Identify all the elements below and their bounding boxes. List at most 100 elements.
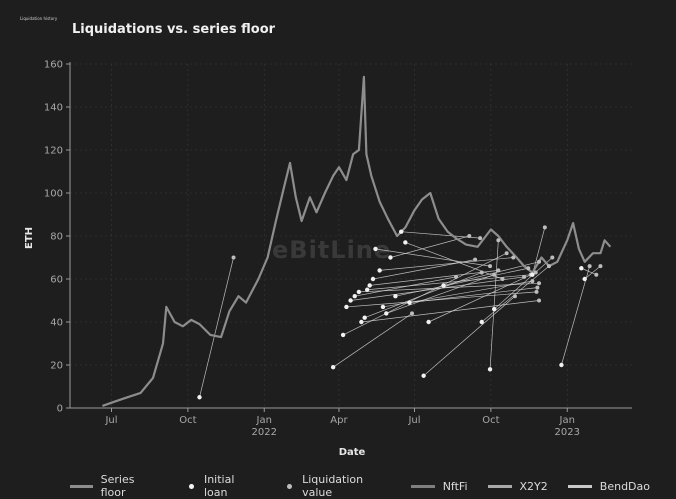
- legend-line-swatch: [487, 484, 512, 488]
- liquidation-connector: [199, 257, 234, 398]
- initial-loan-point: [530, 272, 535, 277]
- liquidation-connector: [342, 252, 507, 336]
- liquidation-connector: [405, 242, 503, 280]
- x-tick-label: Oct: [179, 415, 196, 426]
- initial-loan-point: [370, 276, 376, 282]
- y-tick-label: 140: [44, 103, 63, 114]
- legend-label: NftFi: [442, 479, 468, 493]
- initial-loan-point: [367, 283, 372, 288]
- y-axis-label: ETH: [24, 227, 35, 249]
- initial-loan-point: [579, 266, 584, 271]
- liquidation-value-point: [504, 251, 509, 256]
- y-tick-label: 100: [44, 189, 63, 200]
- legend-item-series-floor: Series floor: [70, 473, 159, 499]
- liquidation-connector: [532, 227, 546, 275]
- initial-loan-point: [197, 395, 202, 400]
- legend-label: Series floor: [100, 473, 135, 499]
- liquidation-connector: [584, 265, 601, 280]
- x-tick-sublabel: 2022: [252, 427, 277, 438]
- liquidation-connector: [423, 295, 516, 377]
- x-tick-label: Jul: [104, 415, 117, 426]
- liquidation-connector: [401, 231, 481, 239]
- legend-item-benddao: BendDao: [567, 479, 650, 493]
- liquidation-value-point: [500, 277, 505, 281]
- initial-loan-point: [399, 229, 404, 234]
- x-axis-label: Date: [339, 447, 366, 458]
- page-small-title: Liquidation history: [20, 16, 58, 21]
- initial-loan-point: [426, 319, 431, 325]
- liquidation-connector: [428, 272, 536, 323]
- y-tick-label: 0: [57, 404, 63, 415]
- series-floor-line: [102, 75, 612, 407]
- initial-loan-point: [491, 306, 497, 312]
- liquidation-value-point: [496, 238, 501, 243]
- liquidation-connector: [561, 266, 590, 366]
- liquidation-connector: [361, 300, 540, 323]
- y-tick-label: 60: [50, 275, 63, 286]
- watermark: eBitLine: [272, 236, 392, 264]
- liquidation-value-point: [496, 268, 501, 273]
- legend-item-liquidation-value: Liquidation value: [277, 473, 390, 499]
- initial-loan-point: [377, 268, 382, 273]
- legend-label: BendDao: [599, 479, 650, 493]
- liquidation-value-point: [594, 272, 599, 277]
- liquidation-value-point: [522, 274, 527, 279]
- liquidation-value-point: [587, 264, 592, 269]
- initial-loan-point: [421, 373, 426, 378]
- floor-line-layer: [102, 75, 612, 407]
- liquidation-connector: [332, 313, 413, 368]
- liquidation-value-point: [534, 289, 539, 294]
- liquidation-value-point: [467, 234, 472, 238]
- liquidation-connector: [379, 257, 514, 271]
- initial-loan-point: [407, 300, 412, 305]
- initial-loan-point: [388, 255, 393, 260]
- grid-layer: [70, 63, 632, 409]
- liquidation-value-point: [473, 257, 478, 262]
- x-tick-label: Jan: [559, 415, 575, 426]
- liquidation-connector: [369, 270, 499, 286]
- liquidation-value-point: [478, 236, 483, 241]
- liquidation-value-point: [526, 266, 531, 271]
- chart-title: Liquidations vs. series floor: [72, 22, 276, 37]
- legend-label: Initial loan: [203, 473, 235, 499]
- initial-loan-point: [359, 319, 364, 325]
- liquidation-value-point: [492, 272, 497, 277]
- liquidation-value-point: [410, 311, 415, 316]
- legend-item-initial-loan: Initial loan: [179, 473, 257, 499]
- initial-loan-point: [479, 319, 484, 325]
- liquidation-value-point: [530, 279, 535, 284]
- legend-label: X2Y2: [519, 479, 548, 493]
- liquidation-value-point: [511, 255, 516, 260]
- initial-loan-point: [356, 289, 362, 295]
- legend-line-swatch: [410, 484, 435, 488]
- liquidation-connector: [364, 272, 482, 319]
- initial-loan-point: [559, 362, 564, 368]
- liquidation-connector: [367, 274, 531, 291]
- liquidation-connector: [346, 291, 537, 308]
- legend-label: Liquidation value: [302, 473, 364, 499]
- initial-loan-point: [330, 364, 336, 370]
- legend-dot-swatch: [189, 483, 194, 489]
- liquidation-value-point: [512, 294, 517, 299]
- liquidation-connector: [350, 276, 525, 301]
- liquidation-value-point: [533, 270, 538, 275]
- points-layer: [197, 225, 603, 400]
- liquidation-value-point: [231, 255, 236, 260]
- y-tick-label: 120: [44, 146, 63, 157]
- initial-loan-point: [352, 294, 357, 299]
- initial-loan-point: [344, 304, 349, 310]
- liquidation-connector: [493, 257, 553, 310]
- legend-item-x2y2: X2Y2: [487, 479, 548, 493]
- liquidation-value-point: [479, 270, 484, 275]
- legend: Series floor Initial loan Liquidation va…: [70, 473, 670, 499]
- y-tick-label: 40: [50, 318, 63, 329]
- liquidation-value-point: [488, 264, 493, 269]
- initial-loan-point: [582, 276, 587, 282]
- initial-loan-point: [380, 304, 386, 310]
- x-tick-label: Oct: [482, 415, 499, 426]
- initial-loan-point: [441, 283, 446, 288]
- y-tick-label: 80: [50, 232, 63, 243]
- x-tick-label: Jan: [256, 415, 272, 426]
